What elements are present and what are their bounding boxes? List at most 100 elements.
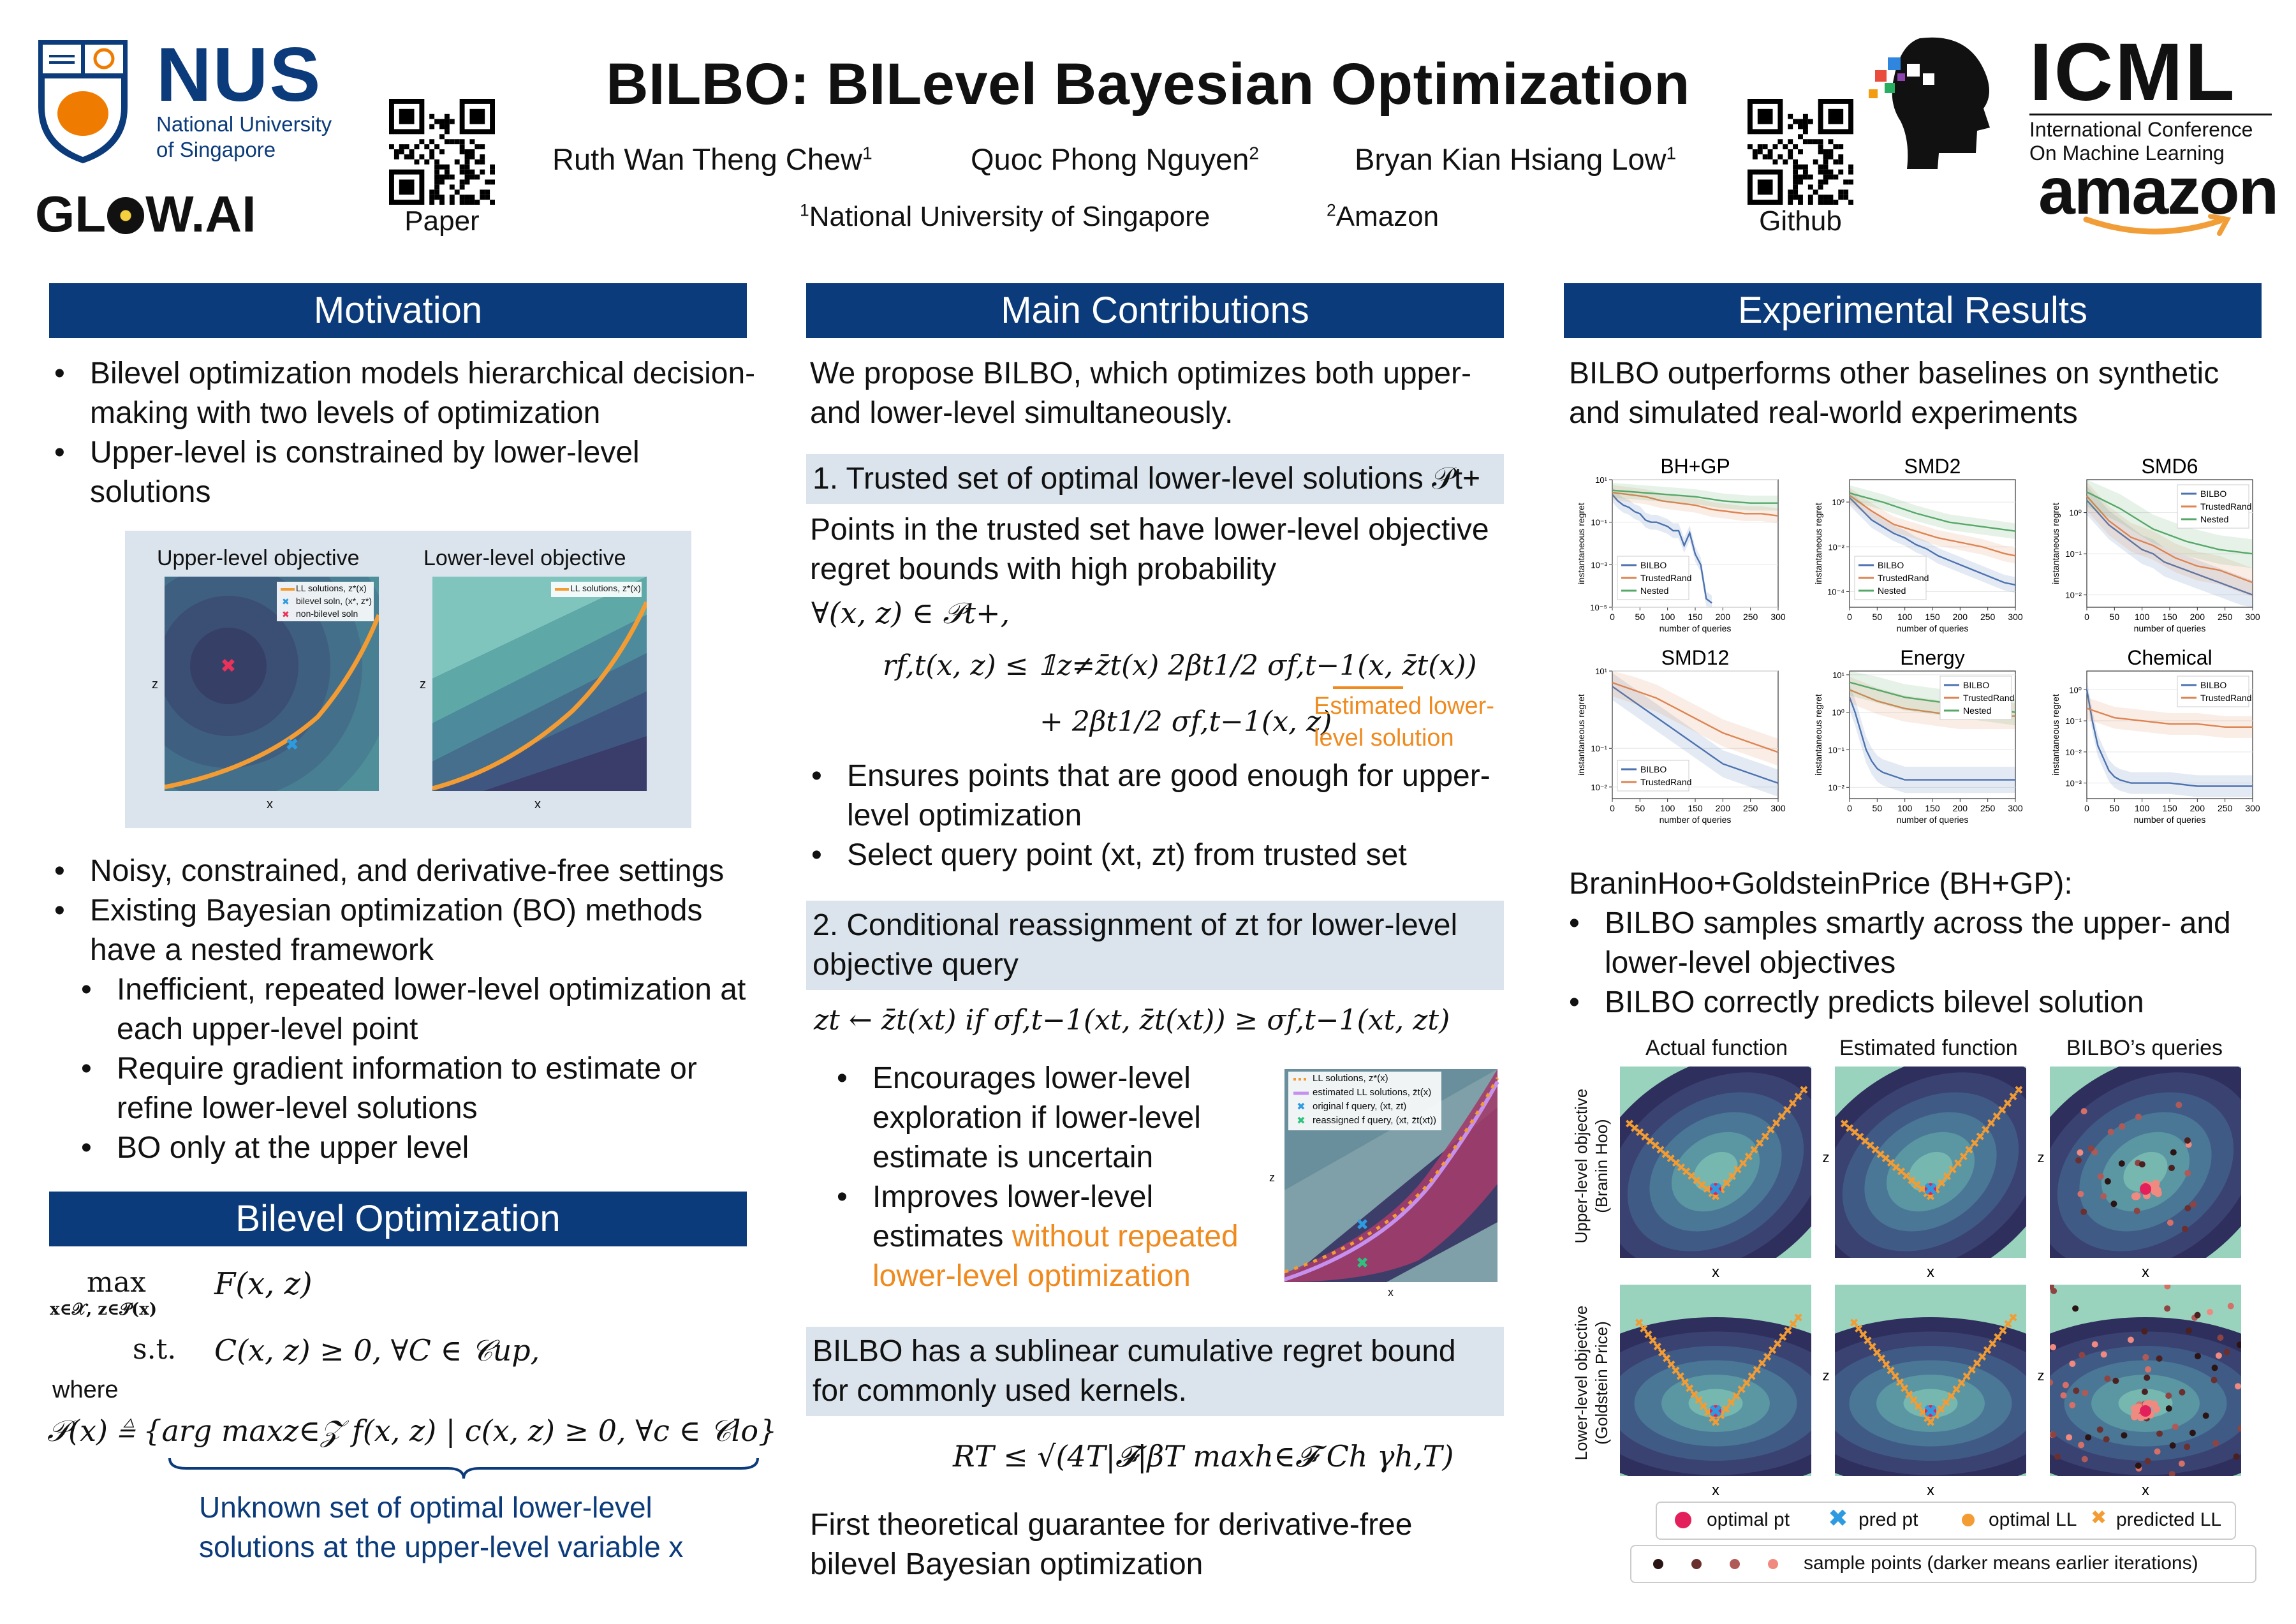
lower-objective-plot [432,577,647,791]
qr-paper[interactable] [389,99,495,208]
legend-label: BILBO [1640,560,1667,570]
predicted-ll-marker: ✖ [1907,1174,1917,1187]
predicted-ll-marker: ✖ [1737,1384,1746,1396]
sample-point [2077,1190,2084,1197]
contour [1688,1389,1743,1418]
predicted-ll-marker: ✖ [1694,1394,1704,1407]
sample-point [2178,1460,2185,1467]
predicted-ll-marker: ✖ [1860,1135,1870,1148]
predicted-ll-marker: ✖ [1760,1130,1770,1143]
z-axis-label: z [2038,1149,2045,1165]
x-tick-label: 300 [2008,803,2023,813]
predicted-ll-marker: ✖ [1962,1370,1971,1383]
x-axis-label: x [1712,1264,1719,1281]
y-tick-label: 10⁻³ [2065,779,2082,788]
sample-point [2118,1160,2125,1167]
predicted-ll-icon: ✖ [2091,1507,2107,1528]
predicted-ll-marker: ✖ [2014,1084,2024,1096]
contrib-1-annot-1: Estimated lower- [1314,693,1494,720]
sample-point [2169,1442,2176,1449]
contrib-2-bullets: Encourages lower-level exploration if lo… [832,1059,1278,1296]
y-tick-label: 10⁻² [2065,591,2082,600]
bh-header: BraninHoo+GoldsteinPrice (BH+GP): [1569,867,2073,901]
y-tick-label: 10⁻² [1591,783,1607,792]
motivation-figure: Upper-level objective Lower-level object… [125,531,691,828]
predicted-ll-marker: ✖ [1630,1122,1640,1135]
sample-point [2096,1426,2103,1433]
sample-point [2080,1208,2087,1215]
predicted-ll-marker: ✖ [1666,1153,1675,1165]
sample-point [2091,1341,2098,1348]
x-tick-label: 50 [2110,803,2120,813]
reassign-xlabel: x [1388,1286,1394,1299]
legend-label: BILBO [1878,560,1904,570]
predicted-ll-marker: ✖ [1917,1183,1927,1196]
predicted-ll-marker: ✖ [1912,1179,1922,1192]
legend-label: BILBO [2200,680,2226,690]
sample-point [2104,1178,2111,1185]
legend-label: BILBO [1963,680,1989,690]
qr-paper-label: Paper [404,205,480,237]
sample-point [2194,1311,2201,1318]
author-1: Ruth Wan Theng Chew1 [552,142,872,176]
z-axis-label: z [1823,1149,1830,1165]
sample-point [2121,1432,2128,1439]
x-tick-label: 0 [2084,803,2089,813]
predicted-ll-marker: ✖ [1983,1344,1992,1357]
predicted-ll-marker: ✖ [1881,1359,1891,1371]
motivation-bullets-1: Bilevel optimization models hierarchical… [49,354,763,512]
sample-point [2087,1145,2094,1152]
svg-text:✖: ✖ [282,609,290,619]
chart-title: SMD2 [1904,455,1961,478]
predicted-ll-marker: ✖ [1749,1144,1759,1156]
predicted-ll-marker: ✖ [1988,1338,1998,1350]
estimate-underline [1333,686,1403,689]
predicted-ll-marker: ✖ [1854,1322,1864,1335]
qr-github[interactable] [1748,99,1853,208]
sample-point [2151,1185,2160,1193]
x-tick-label: 200 [1716,612,1731,622]
x-tick-label: 50 [1873,612,1883,622]
y-tick-label: 10⁻² [1828,783,1844,792]
x-tick-label: 100 [1660,803,1675,813]
predicted-ll-marker: ✖ [1863,1334,1873,1347]
bh-legend-1: optimal pt ✖ pred pt optimal LL ✖ predic… [1656,1502,2236,1540]
legend-box [2177,675,2249,707]
y-tick-label: 10⁻¹ [1591,744,1607,753]
sample-point [2100,1351,2107,1358]
optimal-pt [1710,1183,1721,1195]
series-line-bilbo [2086,499,2253,596]
list-item: Ensures points that are good enough for … [806,757,1508,836]
list-item: BILBO samples smartly across the upper- … [1564,904,2272,983]
sample-point [2164,1305,2171,1312]
optimal-pt [1925,1405,1936,1417]
predicted-ll-marker: ✖ [1639,1322,1649,1335]
list-item: Noisy, constrained, and derivative-free … [49,852,763,891]
lower-leg-ll: LL solutions, z*(x) [570,583,641,593]
x-axis-label: x [1712,1482,1719,1499]
sample-point [2164,1285,2171,1290]
motivation-heading: Motivation [49,283,747,338]
series-line-bilbo [1849,497,2016,586]
sample-point [2078,1442,2085,1449]
predicted-ll-marker: ✖ [1689,1388,1699,1401]
x-tick-label: 200 [1716,803,1731,813]
x-tick-label: 0 [2084,612,2089,622]
predicted-ll-marker: ✖ [1747,1370,1756,1383]
x-axis-label: number of queries [2134,815,2206,825]
icml-wordmark: ICML [2029,27,2237,118]
x-axis-label: x [2142,1482,2149,1499]
optimal-pt [1925,1183,1936,1195]
svg-text:✖: ✖ [285,735,299,754]
x-tick-label: 0 [1610,612,1615,622]
bilevel-objective: F(x, z) [214,1266,313,1302]
x-tick-label: 200 [1953,612,1968,622]
bilevel-max-sub: x∈𝒳, z∈𝒫(x) [50,1300,158,1319]
series-band [1850,489,2015,593]
y-tick-label: 10⁻¹ [1828,746,1844,755]
list-item: Improves lower-level estimates without r… [832,1177,1278,1296]
nus-line2: of Singapore [156,138,276,161]
sample-point [2181,1225,2188,1232]
optimal-pt [1710,1405,1721,1417]
predicted-ll-marker: ✖ [1897,1165,1906,1178]
